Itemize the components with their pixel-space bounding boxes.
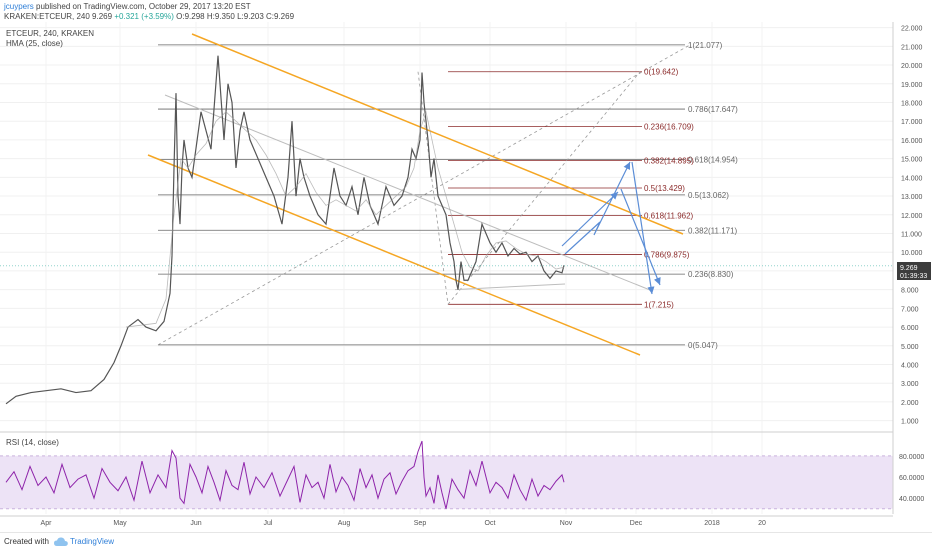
price-series: [0, 55, 893, 405]
fib-extension-label: 0(5.047): [688, 341, 718, 350]
y-tick-label: 10.000: [901, 250, 923, 257]
chart-axes: 1.000 2.000 3.000 4.000 5.000 6.000 7.000 8.000…: [0, 22, 924, 527]
support-line: [454, 283, 566, 291]
y-tick-label: 8.000: [901, 288, 919, 295]
price-chart[interactable]: 1(21.077) 0.786(17.647) 0.618(14.954) 0.5(1…: [0, 22, 932, 532]
y-tick-label: 12.000: [901, 213, 923, 220]
x-tick-label: 2018: [704, 520, 720, 527]
x-tick-label: Apr: [41, 520, 53, 527]
rsi-line: [5, 440, 565, 509]
symbol-name: KRAKEN:ETCEUR, 240: [4, 12, 90, 21]
footer: Created with TradingView: [0, 532, 932, 551]
rsi-tick-label: 40.0000: [899, 496, 924, 503]
projection-up-arrow-2: [561, 191, 619, 247]
legend-hma: HMA (25, close): [6, 39, 63, 48]
price-badge-time: 01:39:33: [900, 273, 927, 280]
y-tick-label: 20.000: [901, 63, 923, 70]
published-text: published on TradingView.com, October 29…: [36, 2, 251, 11]
chart-header: jcuypers published on TradingView.com, O…: [0, 0, 932, 22]
fib-retracement-trend: [447, 71, 641, 305]
legend-rsi: RSI (14, close): [6, 438, 59, 447]
y-tick-label: 21.000: [901, 44, 923, 51]
x-tick-label: Jun: [190, 520, 201, 527]
legend-symbol: ETCEUR, 240, KRAKEN: [6, 29, 94, 38]
channel-mid-line: [164, 94, 651, 291]
y-tick-label: 2.000: [901, 400, 919, 407]
rsi-tick-label: 60.0000: [899, 475, 924, 482]
y-tick-label: 16.000: [901, 138, 923, 145]
price-change: +0.321 (+3.59%): [114, 12, 174, 21]
chart-grid: [0, 22, 893, 514]
fib-extension-label: 1(21.077): [688, 41, 723, 50]
y-tick-label: 17.000: [901, 119, 923, 126]
price-badge-value: 9.269: [900, 265, 918, 272]
channel-lower-line: [147, 154, 641, 356]
y-tick-label: 22.000: [901, 26, 923, 33]
ohlc-values: O:9.298 H:9.350 L:9.203 C:9.269: [176, 12, 295, 21]
x-tick-label: Sep: [414, 520, 427, 527]
tradingview-cloud-icon: [54, 537, 68, 546]
y-tick-label: 19.000: [901, 82, 923, 89]
hma-line: [125, 110, 565, 328]
publish-line: jcuypers published on TradingView.com, O…: [4, 2, 251, 11]
fib-extension-label: 0.382(11.171): [688, 226, 738, 235]
author-name[interactable]: jcuypers: [4, 2, 34, 11]
y-tick-label: 3.000: [901, 381, 919, 388]
fib-retracement-label: 0.5(13.429): [644, 184, 685, 193]
channel-upper-line: [191, 33, 684, 235]
y-tick-label: 4.000: [901, 362, 919, 369]
projection-down-arrow: [620, 188, 661, 286]
fib-extension-label: 0.618(14.954): [688, 155, 738, 164]
x-tick-label: Oct: [485, 520, 496, 527]
projection-down-arrow-2: [631, 161, 655, 295]
y-tick-label: 5.000: [901, 344, 919, 351]
x-tick-label: May: [113, 520, 127, 527]
fib-retracement-tool: 0(19.642) 0.236(16.709) 0.382(14.895) 0.5(1…: [417, 68, 694, 309]
y-tick-label: 13.000: [901, 194, 923, 201]
y-tick-label: 15.000: [901, 157, 923, 164]
created-with-text: Created with: [4, 537, 49, 546]
y-tick-label: 6.000: [901, 325, 919, 332]
x-tick-label: 20: [758, 520, 766, 527]
x-tick-label: Jul: [264, 520, 273, 527]
last-price: 9.269: [92, 12, 113, 21]
tradingview-brand-link[interactable]: TradingView: [70, 537, 115, 546]
y-tick-label: 18.000: [901, 100, 923, 107]
y-tick-label: 14.000: [901, 175, 923, 182]
rsi-pane: [0, 440, 893, 510]
fib-retracement-label: 0.786(9.875): [644, 251, 690, 260]
x-tick-label: Aug: [338, 520, 351, 527]
x-tick-label: Nov: [560, 520, 573, 527]
x-tick-label: Dec: [630, 520, 643, 527]
fib-extension-label: 0.786(17.647): [688, 105, 738, 114]
symbol-quote-line: KRAKEN:ETCEUR, 240 9.269 +0.321 (+3.59%)…: [4, 12, 294, 21]
fib-retracement-label: 1(7.215): [644, 300, 674, 309]
fib-retracement-label: 0(19.642): [644, 68, 679, 77]
y-tick-label: 1.000: [901, 419, 919, 426]
fib-extension-label: 0.5(13.062): [688, 191, 729, 200]
fib-retracement-label: 0.236(16.709): [644, 123, 694, 132]
fib-retracement-label: 0.618(11.962): [644, 211, 694, 220]
rsi-band: [0, 455, 893, 509]
price-badge: [897, 262, 931, 280]
fib-extension-label: 0.236(8.830): [688, 270, 734, 279]
price-line: [5, 55, 565, 405]
fib-extension-tool: 1(21.077) 0.786(17.647) 0.618(14.954) 0.5(1…: [157, 41, 738, 350]
trend-drawings: [147, 33, 684, 356]
y-tick-label: 11.000: [901, 231, 922, 238]
projection-arrows: [561, 161, 661, 295]
y-tick-label: 7.000: [901, 306, 919, 313]
rsi-tick-label: 80.0000: [899, 454, 924, 461]
fib-retracement-label: 0.382(14.895): [644, 157, 694, 166]
